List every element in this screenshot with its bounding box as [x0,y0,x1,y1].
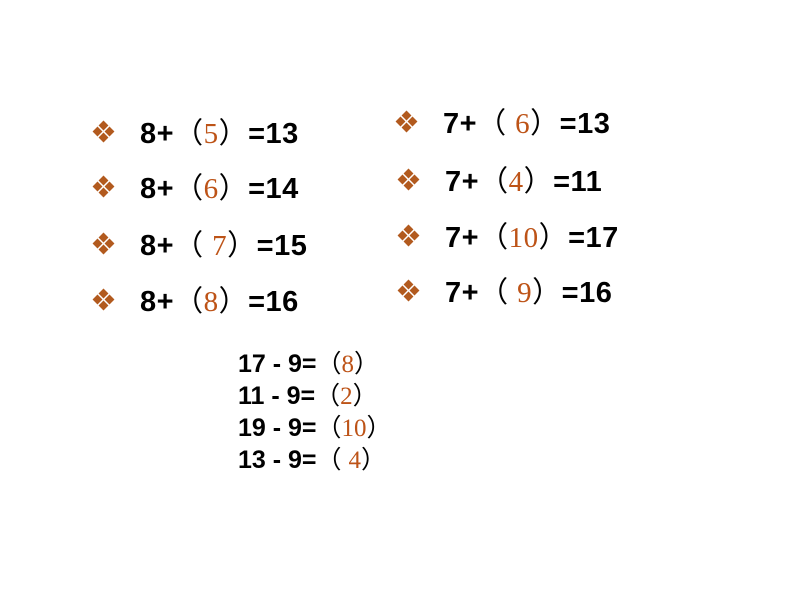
right-paren: ） [353,382,378,410]
left-paren: （ [315,382,340,410]
left-paren: （ [317,414,342,442]
equation-row: 8+（5）=13 [94,110,299,152]
diamond-bullet-icon [94,177,112,195]
equation-text: 7+（4）=11 [445,158,602,200]
equation-text: 8+（6）=14 [140,165,299,207]
equation-row-bottom: 19 - 9=（10） [238,408,392,444]
left-paren: （ [317,446,349,474]
answer-value: 10 [509,222,539,254]
left-paren: （ [174,173,204,205]
right-paren: ） [524,166,554,198]
equation-row-bottom: 17 - 9=（8） [238,344,379,380]
left-paren: （ [174,118,204,150]
equation-text: 8+（ 7）=15 [140,222,307,264]
diamond-bullet-icon [397,112,415,130]
equation-text: 19 - 9=（10） [238,414,392,442]
answer-value: 8 [204,286,219,318]
diamond-bullet-icon [399,281,417,299]
right-paren: ） [361,446,386,474]
equation-row: 8+（8）=16 [94,278,299,320]
right-paren: ） [227,230,257,262]
equation-text: 7+（10）=17 [445,214,619,256]
equation-prefix: 7+ [445,166,479,198]
right-paren: ） [539,222,569,254]
equation-prefix: 7+ [445,222,479,254]
equation-suffix: =15 [257,230,308,262]
equation-text: 11 - 9=（2） [238,382,378,410]
left-paren: （ [479,222,509,254]
equation-prefix: 7+ [443,108,477,140]
equation-suffix: =16 [248,286,299,318]
equation-text: 7+（ 6）=13 [443,100,610,142]
equation-suffix: =13 [248,118,299,150]
equation-prefix: 13 - 9= [238,446,317,474]
equation-row: 8+（ 7）=15 [94,222,307,264]
answer-value: 6 [204,173,219,205]
right-paren: ） [219,173,249,205]
left-paren: （ [479,277,517,309]
left-paren: （ [174,230,212,262]
answer-value: 7 [212,230,227,262]
right-paren: ） [532,277,562,309]
right-paren: ） [219,286,249,318]
diamond-bullet-icon [399,170,417,188]
answer-value: 8 [342,351,355,378]
equation-row: 7+（ 9）=16 [399,269,612,311]
equation-prefix: 8+ [140,118,174,150]
right-paren: ） [530,108,560,140]
equation-row-bottom: 13 - 9=（ 4） [238,440,386,476]
equation-prefix: 8+ [140,173,174,205]
equation-prefix: 17 - 9= [238,350,317,378]
right-paren: ） [219,118,249,150]
answer-value: 4 [348,447,361,474]
equation-prefix: 19 - 9= [238,414,317,442]
diamond-bullet-icon [399,226,417,244]
equation-suffix: =17 [568,222,619,254]
diamond-bullet-icon [94,122,112,140]
equation-text: 8+（5）=13 [140,110,299,152]
answer-value: 6 [515,108,530,140]
right-paren: ） [354,350,379,378]
diamond-bullet-icon [94,290,112,308]
left-paren: （ [174,286,204,318]
equation-suffix: =16 [562,277,613,309]
equation-suffix: =11 [553,166,602,198]
equation-prefix: 8+ [140,286,174,318]
equation-suffix: =13 [560,108,611,140]
answer-value: 10 [342,415,367,442]
diamond-bullet-icon [94,234,112,252]
left-paren: （ [317,350,342,378]
answer-value: 2 [340,383,353,410]
answer-value: 5 [204,118,219,150]
equation-text: 13 - 9=（ 4） [238,446,386,474]
left-paren: （ [477,108,515,140]
equation-text: 17 - 9=（8） [238,350,379,378]
equation-row: 7+（4）=11 [399,158,602,200]
equation-suffix: =14 [248,173,299,205]
right-paren: ） [367,414,392,442]
equation-row-bottom: 11 - 9=（2） [238,376,378,412]
equation-text: 7+（ 9）=16 [445,269,612,311]
equation-prefix: 7+ [445,277,479,309]
equation-text: 8+（8）=16 [140,278,299,320]
equation-prefix: 8+ [140,230,174,262]
answer-value: 4 [509,166,524,198]
left-paren: （ [479,166,509,198]
equation-prefix: 11 - 9= [238,382,315,410]
equation-row: 8+（6）=14 [94,165,299,207]
answer-value: 9 [517,277,532,309]
equation-row: 7+（10）=17 [399,214,619,256]
equation-row: 7+（ 6）=13 [397,100,610,142]
